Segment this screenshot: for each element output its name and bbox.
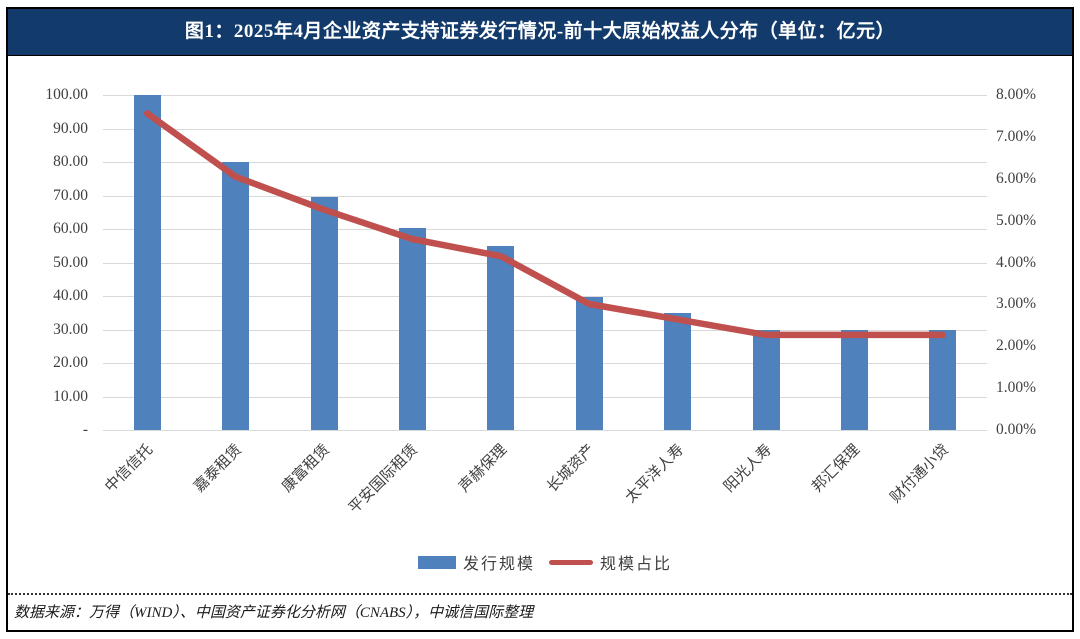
gridline bbox=[103, 363, 987, 364]
footer-divider bbox=[8, 593, 1072, 595]
left-axis-tick: 70.00 bbox=[53, 186, 88, 204]
right-axis-tick: 6.00% bbox=[996, 169, 1037, 187]
legend-item-bar: 发行规模 bbox=[417, 550, 535, 574]
right-axis-tick: 0.00% bbox=[996, 421, 1037, 438]
right-axis-tick: 1.00% bbox=[996, 379, 1037, 397]
bar-财付通小贷 bbox=[929, 329, 957, 430]
right-axis-tick: 8.00% bbox=[996, 86, 1037, 103]
right-axis-tick: 5.00% bbox=[996, 211, 1037, 229]
left-axis-tick: 20.00 bbox=[53, 354, 88, 371]
right-axis-tick: 4.00% bbox=[996, 253, 1037, 271]
gridline bbox=[103, 329, 987, 331]
left-axis-tick: 40.00 bbox=[53, 287, 88, 304]
figure-border bbox=[6, 7, 1074, 632]
legend-item-line: 规模占比 bbox=[549, 550, 672, 574]
gridline bbox=[103, 396, 987, 398]
left-axis-tick: 100.00 bbox=[45, 86, 88, 103]
gridline bbox=[103, 430, 987, 431]
bar-中信信托 bbox=[133, 95, 161, 430]
bar-阳光人寿 bbox=[752, 329, 780, 430]
left-axis-tick: 80.00 bbox=[53, 153, 88, 170]
legend: 发行规模 规模占比 bbox=[103, 550, 987, 574]
right-axis-tick: 7.00% bbox=[996, 127, 1037, 145]
gridline bbox=[103, 162, 987, 163]
gridline bbox=[103, 195, 987, 197]
right-axis-tick: 2.00% bbox=[996, 337, 1037, 355]
left-axis-tick: 60.00 bbox=[53, 220, 88, 237]
bar-邦汇保理 bbox=[840, 329, 868, 430]
left-axis-tick: - bbox=[82, 421, 88, 438]
bar-长城资产 bbox=[575, 296, 603, 430]
bar-康富租赁 bbox=[310, 197, 338, 430]
right-axis-tick: 3.00% bbox=[996, 295, 1037, 313]
line-规模占比 bbox=[143, 110, 947, 339]
legend-bar-label: 发行规模 bbox=[462, 556, 535, 573]
bar-swatch-icon bbox=[417, 555, 456, 569]
left-axis-tick: 90.00 bbox=[53, 119, 88, 137]
gridline bbox=[103, 128, 987, 130]
bar-太平洋人寿 bbox=[664, 313, 692, 430]
legend-line-label: 规模占比 bbox=[600, 556, 673, 573]
figure-title-bar: 图1：2025年4月企业资产支持证券发行情况-前十大原始权益人分布（单位：亿元） bbox=[8, 9, 1072, 56]
left-axis-tick: 10.00 bbox=[53, 387, 88, 405]
chart-plot-area bbox=[103, 95, 987, 431]
left-axis-tick: 30.00 bbox=[53, 320, 88, 338]
series-line bbox=[143, 110, 947, 339]
source-note: 数据来源：万得（WIND）、中国资产证券化分析网（CNABS），中诚信国际整理 bbox=[14, 605, 534, 621]
gridline bbox=[103, 95, 987, 96]
line-swatch-icon bbox=[549, 559, 593, 565]
gridline bbox=[103, 229, 987, 230]
bar-平安国际租赁 bbox=[398, 228, 426, 430]
figure-title: 图1：2025年4月企业资产支持证券发行情况-前十大原始权益人分布（单位：亿元） bbox=[184, 21, 896, 42]
gridline bbox=[103, 296, 987, 297]
bar-嘉泰租赁 bbox=[222, 162, 250, 430]
bar-声赫保理 bbox=[487, 246, 515, 430]
left-axis-tick: 50.00 bbox=[53, 253, 88, 271]
gridline bbox=[103, 262, 987, 264]
